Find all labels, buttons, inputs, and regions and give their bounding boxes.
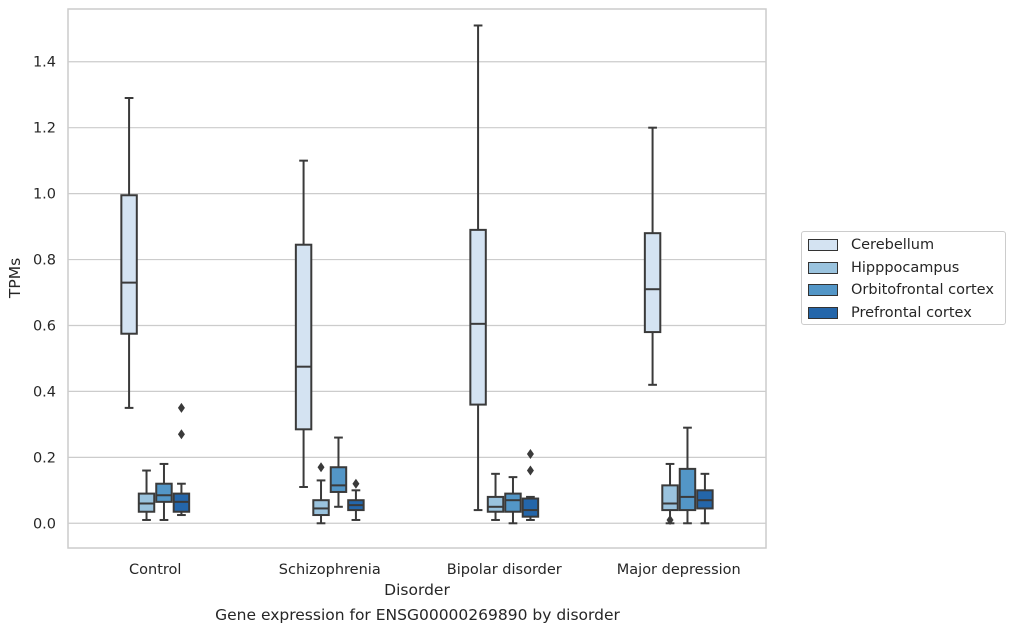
box-body xyxy=(486,495,505,513)
box-cerebellum xyxy=(469,24,487,512)
outlier-point xyxy=(352,478,360,489)
y-tick-labels: 0.0 0.2 0.4 0.6 0.8 1.0 1.2 1.4 xyxy=(33,55,56,533)
outlier-point xyxy=(666,514,674,525)
box-body xyxy=(661,484,679,512)
y-tick-label: 1.0 xyxy=(33,187,56,203)
legend-item: Orbitofrontal cortex xyxy=(808,280,994,300)
box-orbitofrontal-cortex xyxy=(504,476,522,525)
box-prefrontal-cortex xyxy=(521,449,540,521)
box-body xyxy=(521,497,540,518)
legend-swatch xyxy=(808,239,838,251)
legend-item: Prefrontal cortex xyxy=(808,303,972,323)
legend-item: Hipppocampus xyxy=(808,258,959,278)
outlier-point xyxy=(177,429,185,440)
y-tick-label: 0.0 xyxy=(33,516,56,532)
box-cerebellum xyxy=(294,159,313,489)
outlier-point xyxy=(526,449,534,460)
legend-label: Orbitofrontal cortex xyxy=(851,282,994,298)
y-tick-label: 1.4 xyxy=(33,55,56,71)
legend-label: Hipppocampus xyxy=(851,259,960,276)
legend-swatch xyxy=(808,284,838,296)
x-tick-label: Major depression xyxy=(617,562,741,578)
x-tick-labels: Control Schizophrenia Bipolar disorder Majo… xyxy=(129,562,741,578)
legend-label: Prefrontal cortex xyxy=(851,304,972,321)
box-hipppocampus xyxy=(312,462,330,525)
legend: Cerebellum Hipppocampus Orbitofrontal cort… xyxy=(801,231,1006,325)
box-hipppocampus xyxy=(486,472,505,521)
x-tick-label: Schizophrenia xyxy=(279,562,381,578)
box-prefrontal-cortex xyxy=(172,402,191,517)
y-tick-label: 0.8 xyxy=(33,253,56,269)
outlier-point xyxy=(317,462,325,473)
x-tick-label: Bipolar disorder xyxy=(447,562,562,578)
y-tick-label: 0.6 xyxy=(33,318,56,334)
legend-label: Cerebellum xyxy=(851,237,935,253)
x-axis-title: Disorder xyxy=(384,581,450,599)
box-body xyxy=(329,466,348,493)
box-cerebellum xyxy=(120,97,138,409)
box-body xyxy=(504,492,522,513)
y-tick-label: 0.2 xyxy=(33,450,56,466)
box-body xyxy=(294,243,313,431)
box-body xyxy=(120,194,138,335)
outlier-point xyxy=(177,402,185,413)
box-hipppocampus xyxy=(661,462,679,525)
box-body xyxy=(678,467,697,512)
x-tick-label: Control xyxy=(129,562,181,578)
legend-item: Cerebellum xyxy=(808,235,934,255)
box-prefrontal-cortex xyxy=(696,472,714,525)
box-series xyxy=(120,24,714,525)
box-orbitofrontal-cortex xyxy=(678,426,697,525)
outlier-point xyxy=(526,465,534,476)
box-orbitofrontal-cortex xyxy=(329,436,348,508)
box-orbitofrontal-cortex xyxy=(155,462,173,521)
gridlines xyxy=(68,61,766,524)
box-body xyxy=(643,232,662,334)
box-hipppocampus xyxy=(137,469,156,521)
plot-frame xyxy=(67,8,767,549)
y-tick-label: 1.2 xyxy=(33,121,56,137)
y-axis-title: TPMs xyxy=(6,258,24,299)
legend-swatch xyxy=(808,306,838,319)
y-tick-label: 0.4 xyxy=(33,384,56,400)
box-prefrontal-cortex xyxy=(347,478,365,521)
legend-swatch xyxy=(808,261,838,274)
box-body xyxy=(469,228,487,406)
chart-caption: Gene expression for ENSG00000269890 by d… xyxy=(215,606,620,624)
box-cerebellum xyxy=(643,126,662,386)
box-body xyxy=(155,482,173,503)
